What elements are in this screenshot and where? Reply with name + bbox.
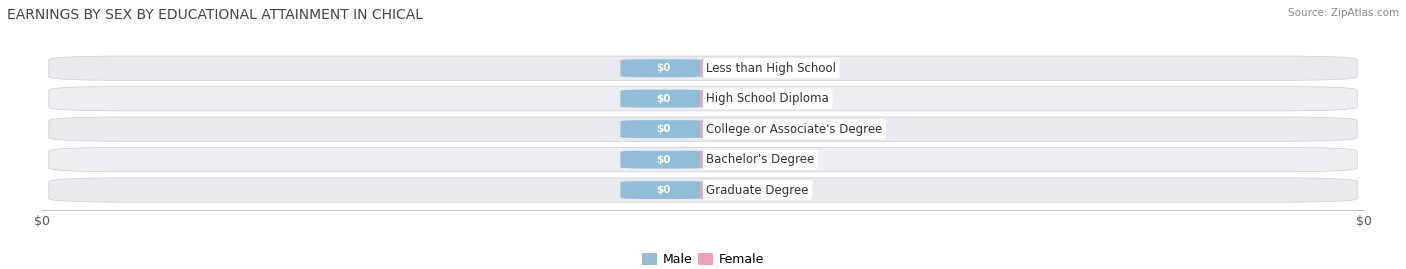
Text: $0: $0 [735, 155, 749, 165]
Text: $0: $0 [657, 155, 671, 165]
Text: $0: $0 [657, 124, 671, 134]
Text: $0: $0 [735, 124, 749, 134]
FancyBboxPatch shape [49, 117, 1357, 141]
FancyBboxPatch shape [700, 181, 786, 199]
FancyBboxPatch shape [49, 178, 1357, 202]
Text: Graduate Degree: Graduate Degree [706, 183, 808, 197]
Text: $0: $0 [735, 185, 749, 195]
FancyBboxPatch shape [49, 56, 1357, 80]
FancyBboxPatch shape [620, 151, 706, 169]
Text: $0: $0 [735, 63, 749, 73]
FancyBboxPatch shape [700, 120, 786, 138]
FancyBboxPatch shape [620, 120, 706, 138]
Text: College or Associate's Degree: College or Associate's Degree [706, 123, 883, 136]
Text: High School Diploma: High School Diploma [706, 92, 830, 105]
FancyBboxPatch shape [620, 90, 706, 108]
Text: Bachelor's Degree: Bachelor's Degree [706, 153, 814, 166]
Text: $0: $0 [657, 63, 671, 73]
FancyBboxPatch shape [700, 151, 786, 169]
FancyBboxPatch shape [49, 87, 1357, 111]
Legend: Male, Female: Male, Female [637, 248, 769, 269]
FancyBboxPatch shape [620, 59, 706, 77]
FancyBboxPatch shape [700, 90, 786, 108]
Text: $0: $0 [657, 94, 671, 104]
Text: Source: ZipAtlas.com: Source: ZipAtlas.com [1288, 8, 1399, 18]
FancyBboxPatch shape [620, 181, 706, 199]
Text: EARNINGS BY SEX BY EDUCATIONAL ATTAINMENT IN CHICAL: EARNINGS BY SEX BY EDUCATIONAL ATTAINMEN… [7, 8, 423, 22]
Text: $0: $0 [735, 94, 749, 104]
FancyBboxPatch shape [700, 59, 786, 77]
Text: Less than High School: Less than High School [706, 62, 837, 75]
FancyBboxPatch shape [49, 147, 1357, 172]
Text: $0: $0 [657, 185, 671, 195]
